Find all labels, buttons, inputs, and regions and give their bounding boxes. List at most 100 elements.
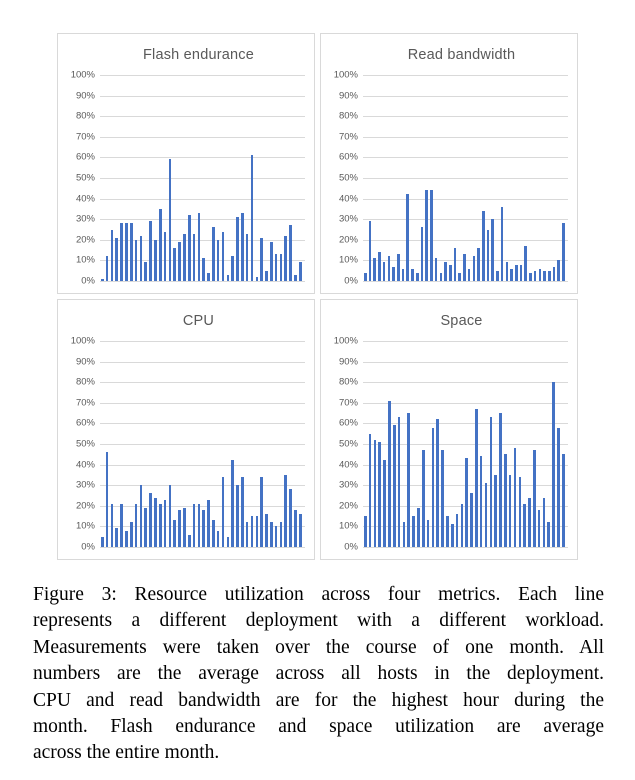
bar	[269, 522, 273, 547]
bar	[484, 483, 488, 547]
bar	[364, 272, 367, 281]
gridline	[363, 361, 568, 363]
bar	[202, 509, 205, 547]
gridline	[100, 485, 305, 487]
bar	[543, 270, 546, 281]
bar	[412, 516, 415, 547]
bar	[465, 458, 468, 547]
bar	[115, 237, 119, 281]
bar	[294, 509, 297, 547]
chart-title: CPU	[182, 313, 215, 329]
bar	[467, 268, 471, 281]
bar	[187, 215, 191, 281]
y-tick-label: 30%	[338, 213, 358, 225]
y-tick-label: 100%	[70, 69, 95, 81]
bar	[532, 450, 536, 547]
bar	[289, 489, 292, 547]
bar	[518, 476, 522, 547]
y-tick-label: 60%	[75, 417, 95, 429]
bar	[504, 454, 507, 547]
y-tick-label: 90%	[75, 90, 95, 102]
bar	[489, 417, 493, 547]
y-tick-label: 80%	[338, 110, 358, 122]
bar	[110, 229, 114, 281]
bar	[420, 227, 424, 281]
bar	[298, 514, 302, 547]
y-tick-label: 50%	[338, 438, 358, 450]
bar	[426, 520, 430, 547]
gridline	[363, 382, 568, 384]
bar	[406, 194, 410, 281]
caption-line: across the entire month.	[33, 742, 220, 764]
gridline	[363, 198, 568, 200]
y-tick-label: 10%	[338, 520, 358, 532]
bar	[101, 536, 104, 547]
caption-line: Figure 3: Resource utilization across fo…	[33, 584, 604, 605]
bar	[528, 497, 531, 547]
y-tick-label: 90%	[75, 356, 95, 368]
gridline	[363, 547, 568, 548]
bar	[508, 474, 512, 547]
y-tick-label: 90%	[338, 356, 358, 368]
bar	[269, 241, 273, 281]
bar	[505, 262, 509, 281]
bar	[221, 476, 225, 547]
bar	[436, 419, 440, 547]
y-tick-label: 60%	[75, 151, 95, 163]
bar	[231, 256, 234, 281]
y-tick-label: 0%	[81, 541, 95, 553]
gridline	[363, 219, 568, 221]
gridline	[363, 423, 568, 425]
bar	[378, 252, 381, 281]
gridline	[100, 198, 305, 200]
bar	[397, 417, 401, 547]
bar	[439, 272, 443, 281]
chart-read-bandwidth: Read bandwidth 100% 90% 80% 70% 60% 50% 40% 30%…	[320, 33, 578, 294]
bar	[548, 270, 551, 281]
bar	[250, 155, 254, 281]
bar	[207, 499, 210, 547]
bar	[519, 264, 523, 281]
bar	[388, 400, 391, 547]
bar	[245, 522, 249, 547]
bar	[207, 272, 210, 281]
bar	[383, 460, 386, 547]
y-tick-label: 40%	[75, 193, 95, 205]
y-axis-labels: 100% 90% 80% 70% 60% 50% 40% 30% 20% 10% 0%	[327, 70, 363, 287]
bar	[265, 514, 268, 547]
bar	[500, 206, 504, 281]
bar	[446, 516, 449, 547]
bar	[368, 221, 372, 281]
gridline	[100, 178, 305, 179]
bar	[378, 441, 382, 547]
bar	[231, 460, 234, 547]
bar	[260, 237, 263, 281]
bar	[472, 256, 476, 281]
bar	[226, 274, 230, 281]
gridline	[100, 361, 305, 363]
gridline	[100, 281, 305, 282]
y-tick-label: 0%	[344, 275, 358, 287]
bar	[120, 503, 123, 547]
bar	[221, 231, 225, 281]
bar	[425, 190, 428, 281]
y-tick-label: 10%	[338, 254, 358, 266]
caption-line: represents a different deployment with a…	[33, 610, 604, 632]
bar	[158, 208, 162, 281]
y-tick-label: 40%	[75, 459, 95, 471]
bar	[178, 509, 181, 547]
bar	[192, 503, 196, 547]
bar	[542, 497, 546, 547]
gridline	[363, 95, 568, 97]
bar	[192, 233, 196, 281]
bar	[125, 223, 128, 281]
bar	[448, 264, 452, 281]
gridline	[100, 505, 305, 507]
bar	[129, 522, 133, 547]
gridline	[100, 219, 305, 221]
bar	[265, 270, 268, 281]
y-tick-label: 50%	[338, 172, 358, 184]
chart-title: Space	[440, 313, 483, 329]
bar	[274, 254, 278, 281]
bar	[458, 272, 461, 281]
